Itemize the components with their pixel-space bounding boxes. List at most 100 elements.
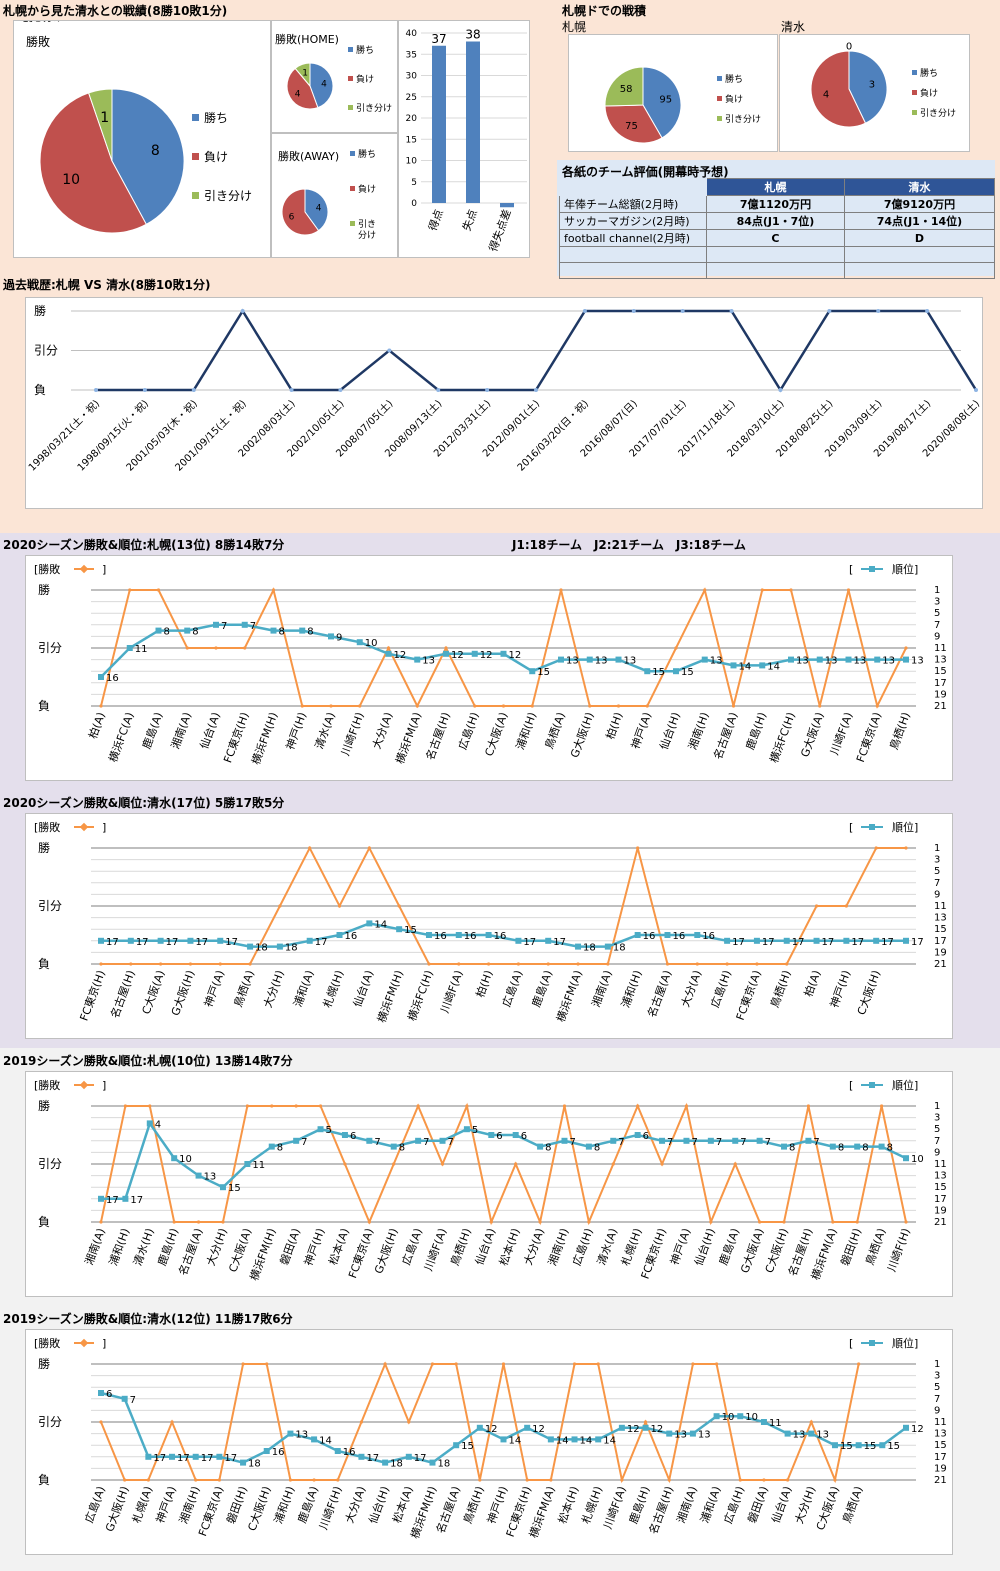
rank-value-label: 17 xyxy=(130,1195,143,1206)
rank-value-label: 11 xyxy=(769,1418,782,1429)
pie-away-title: 勝敗(AWAY) xyxy=(278,150,340,163)
x-tick-label: 仙台(H) xyxy=(691,1226,717,1267)
rank-value-label: 10 xyxy=(745,1412,758,1423)
rank-point xyxy=(299,627,306,634)
eval-header-row: 札幌 清水 xyxy=(559,178,996,196)
wl-point xyxy=(170,1420,174,1424)
pie-label-負け: 10 xyxy=(62,172,80,188)
rank-line xyxy=(101,1120,907,1201)
rank-tick-label: 9 xyxy=(934,631,940,642)
rank-value-label: 17 xyxy=(136,937,149,948)
history-point xyxy=(925,309,930,313)
wl-point xyxy=(318,1104,323,1108)
rank-value-label: 8 xyxy=(279,627,285,638)
rank-value-label: 8 xyxy=(399,1143,405,1154)
legend-label-0: 勝ち xyxy=(920,67,938,79)
rank-tick-label: 7 xyxy=(934,620,940,631)
x-tick-label: G大阪(A) xyxy=(797,710,826,759)
rank-value-label: 17 xyxy=(732,937,745,948)
rank-value-label: 13 xyxy=(710,656,723,667)
rank-point xyxy=(146,1120,153,1127)
wl-point xyxy=(546,962,550,966)
wl-legend-close: ] xyxy=(102,1079,106,1092)
wl-legend-label: [勝敗 xyxy=(34,1336,60,1350)
x-tick-label: 鳥栖(H) xyxy=(447,1226,473,1267)
x-tick-label: 大分(A) xyxy=(342,1484,368,1525)
pie-slice-引き分け xyxy=(87,88,113,162)
legend-swatch-2 xyxy=(192,192,199,199)
eval-cell: 年俸チーム総額(2月時) xyxy=(559,195,707,213)
legend-swatch-1 xyxy=(348,76,353,81)
level-label: 引分 xyxy=(38,1415,62,1429)
rank-point xyxy=(455,932,462,938)
rank-value-label: 12 xyxy=(394,650,407,661)
rank-value-label: 6 xyxy=(521,1131,527,1142)
x-tick-label: 大分(A) xyxy=(678,968,704,1009)
rank-point xyxy=(382,1459,389,1466)
rank-value-label: 17 xyxy=(166,937,179,948)
dome-left-label: 札幌 xyxy=(562,20,587,34)
history-point xyxy=(631,309,636,313)
rank-point xyxy=(268,1143,275,1150)
rank-point xyxy=(356,639,363,646)
x-tick-label: 神戸(H) xyxy=(283,710,309,751)
rank-tick-label: 11 xyxy=(934,643,947,654)
legend-swatch-2 xyxy=(717,116,722,121)
x-tick-label: 横浜FC(H) xyxy=(767,710,798,764)
wl-line xyxy=(101,845,906,965)
wl-point xyxy=(814,904,819,908)
rank-tick-label: 9 xyxy=(934,1405,940,1416)
x-tick-label: C大阪(H) xyxy=(762,1226,791,1275)
pie-home-title: 勝敗(HOME) xyxy=(275,33,339,46)
rank-value-label: 16 xyxy=(643,931,656,942)
wl-point xyxy=(367,846,371,850)
wl-point xyxy=(904,646,908,650)
wl-point xyxy=(562,1104,567,1108)
wl-point xyxy=(159,962,163,966)
wl-point xyxy=(416,1104,420,1108)
history-point xyxy=(876,309,881,313)
rank-line xyxy=(100,1391,907,1464)
rank-point xyxy=(903,1155,909,1162)
wl-legend-marker xyxy=(79,564,89,574)
rank-point xyxy=(425,932,432,938)
wl-point xyxy=(738,1478,742,1482)
rank-point xyxy=(512,1132,519,1138)
rank-point xyxy=(784,1430,791,1437)
history-point xyxy=(338,388,343,392)
wl-point xyxy=(904,846,908,850)
wl-point xyxy=(196,1220,201,1224)
rank-value-label: 10 xyxy=(722,1412,735,1423)
wl-point xyxy=(809,1420,813,1424)
x-tick-label: 神戸(A) xyxy=(628,710,654,751)
wl-legend-label: [勝敗 xyxy=(34,1078,60,1092)
wl-point xyxy=(148,1104,152,1108)
pie-slice-負け xyxy=(281,188,320,236)
y-tick-label: 30 xyxy=(406,72,418,82)
legend-label-0: 勝ち xyxy=(358,148,376,160)
wl-point xyxy=(611,1162,615,1166)
rank-point xyxy=(488,1132,495,1138)
rank-value-label: 8 xyxy=(789,1143,795,1154)
x-tick-label: 鹿島(A) xyxy=(529,968,555,1009)
rank-point xyxy=(805,1137,812,1144)
rank-value-label: 17 xyxy=(911,937,924,948)
rank-point xyxy=(336,932,343,938)
pie-label-引き分け: 0 xyxy=(846,42,852,53)
rank-point xyxy=(874,656,881,663)
rank-value-label: 13 xyxy=(595,656,608,667)
rank-value-label: 11 xyxy=(135,644,148,655)
x-tick-label: 横浜FC(A) xyxy=(106,710,137,764)
wl-point xyxy=(904,1220,908,1224)
rank-value-label: 15 xyxy=(652,667,665,678)
rank-point xyxy=(903,656,909,663)
wl-point xyxy=(674,646,678,650)
rank-value-label: 15 xyxy=(228,1183,241,1194)
x-tick-label: G大阪(A) xyxy=(737,1226,766,1275)
wl-point xyxy=(620,1478,624,1482)
rank-value-label: 17 xyxy=(553,937,566,948)
rank-line xyxy=(101,922,906,948)
wl-point xyxy=(300,704,304,708)
